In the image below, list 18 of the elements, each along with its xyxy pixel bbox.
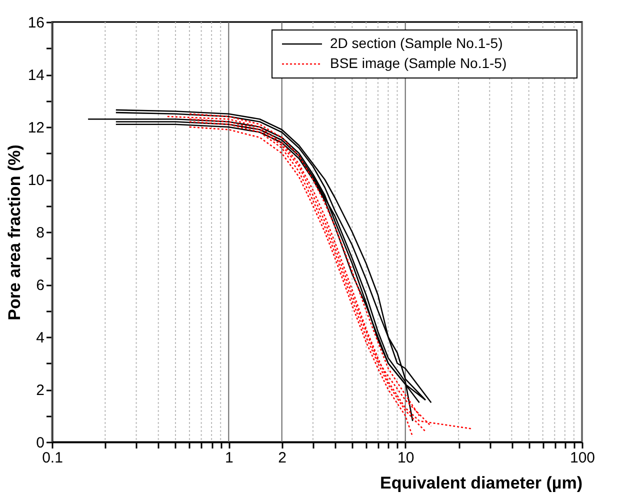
x-tick-label: 1	[224, 450, 234, 466]
y-tick-label: 4	[36, 330, 44, 346]
x-tick-label: 0.1	[42, 450, 63, 466]
y-tick-label: 0	[36, 434, 44, 452]
y-axis-title: Pore area fraction (%)	[4, 144, 24, 320]
y-tick-label: 12	[28, 120, 44, 136]
x-tick-label: 2	[278, 450, 287, 466]
x-axis-title: Equivalent diameter (µm)	[380, 474, 582, 492]
y-tick-label: 16	[28, 14, 44, 32]
y-tick-label: 10	[28, 172, 44, 189]
legend-label: BSE image (Sample No.1-5)	[330, 55, 507, 71]
x-tick-label: 100	[570, 450, 596, 466]
y-tick-label: 6	[36, 277, 44, 294]
y-tick-label: 2	[36, 382, 44, 399]
y-tick-label: 14	[28, 67, 44, 84]
legend-label: 2D section (Sample No.1-5)	[330, 35, 503, 51]
x-tick-label: 10	[397, 450, 414, 466]
y-tick-label: 8	[36, 224, 44, 242]
